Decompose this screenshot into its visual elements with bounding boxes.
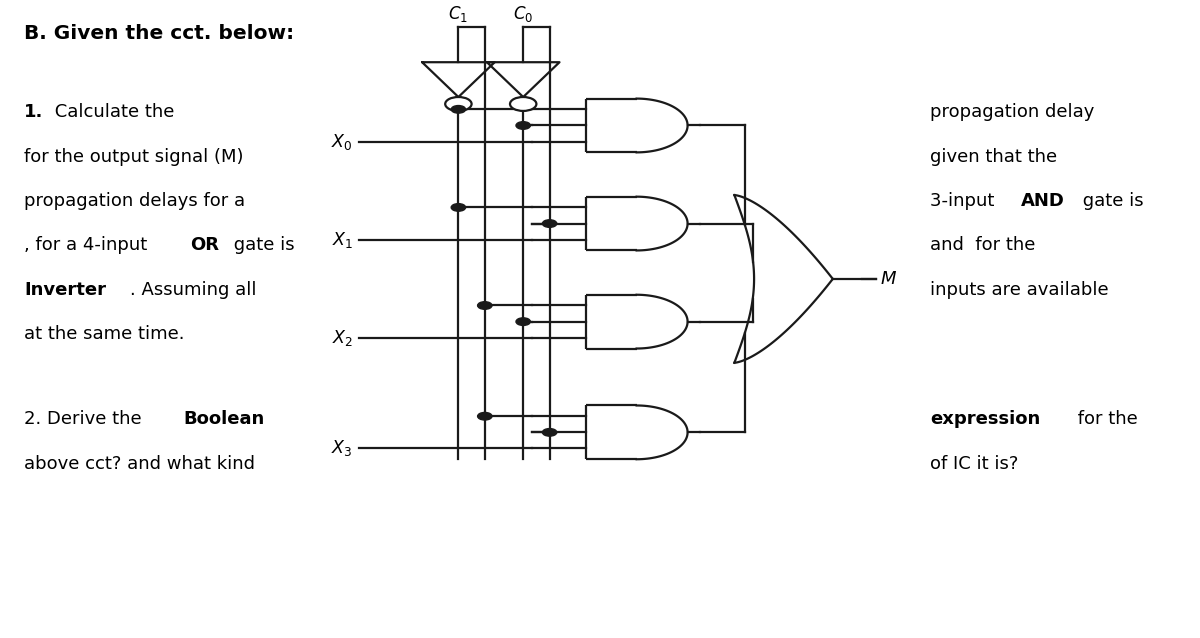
Text: $M$: $M$ (880, 270, 896, 288)
Text: $X_2$: $X_2$ (331, 328, 353, 348)
Circle shape (451, 204, 466, 211)
Text: for the: for the (1073, 410, 1138, 428)
Text: $C_1$: $C_1$ (449, 4, 468, 24)
Text: Calculate the: Calculate the (49, 103, 174, 121)
Text: . Assuming all: . Assuming all (130, 281, 257, 299)
Text: $X_3$: $X_3$ (331, 438, 353, 459)
Text: 1.: 1. (24, 103, 43, 121)
Text: B. Given the cct. below:: B. Given the cct. below: (24, 24, 294, 43)
Circle shape (516, 122, 530, 130)
Text: AND: AND (1020, 192, 1064, 210)
Text: $C_0$: $C_0$ (514, 4, 533, 24)
Text: and  for the: and for the (930, 236, 1036, 254)
Text: 3-input: 3-input (930, 192, 1000, 210)
Text: expression: expression (930, 410, 1040, 428)
Text: inputs are available: inputs are available (930, 281, 1109, 299)
Text: , for a 4-input: , for a 4-input (24, 236, 154, 254)
Circle shape (542, 429, 557, 436)
Circle shape (451, 105, 466, 113)
Text: Inverter: Inverter (24, 281, 106, 299)
Text: for the output signal (M): for the output signal (M) (24, 147, 244, 166)
Text: given that the: given that the (930, 147, 1057, 166)
Circle shape (478, 412, 492, 420)
Circle shape (516, 318, 530, 325)
Text: Boolean: Boolean (184, 410, 264, 428)
Text: propagation delay: propagation delay (930, 103, 1094, 121)
Text: $X_1$: $X_1$ (331, 230, 353, 249)
Text: $X_0$: $X_0$ (331, 131, 353, 152)
Text: of IC it is?: of IC it is? (930, 454, 1019, 473)
Text: gate is: gate is (228, 236, 294, 254)
Circle shape (478, 302, 492, 309)
Text: OR: OR (191, 236, 220, 254)
Circle shape (542, 219, 557, 227)
Text: propagation delays for a: propagation delays for a (24, 192, 245, 210)
Text: above cct? and what kind: above cct? and what kind (24, 454, 256, 473)
Text: 2. Derive the: 2. Derive the (24, 410, 148, 428)
Circle shape (510, 97, 536, 111)
Text: gate is: gate is (1078, 192, 1144, 210)
Circle shape (445, 97, 472, 111)
Text: at the same time.: at the same time. (24, 325, 185, 343)
